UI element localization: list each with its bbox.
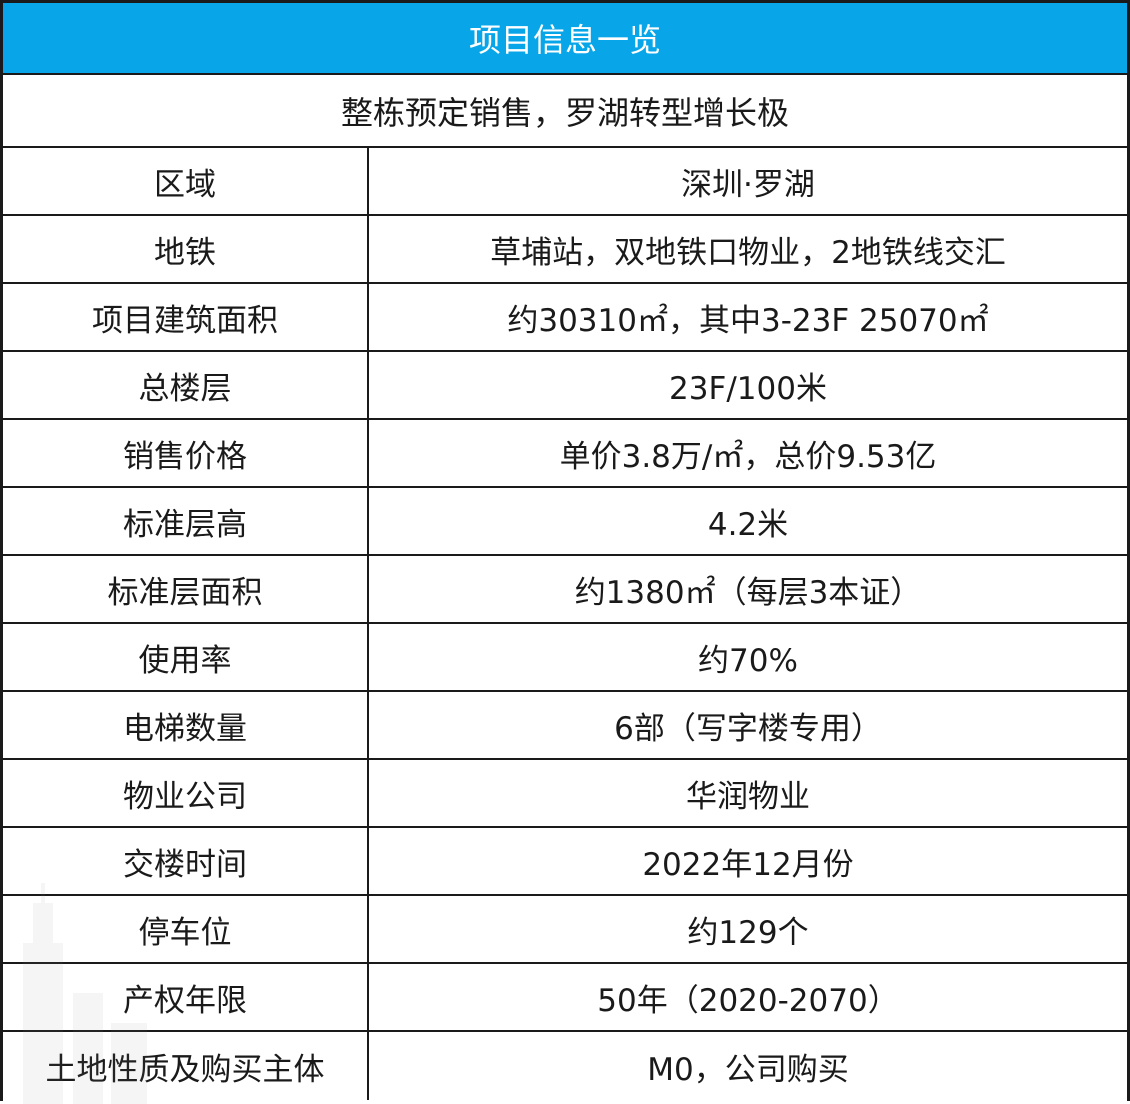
table-row: 销售价格 单价3.8万/㎡，总价9.53亿	[3, 420, 1127, 488]
row-label: 标准层高	[3, 488, 369, 554]
row-label: 总楼层	[3, 352, 369, 418]
row-label: 产权年限	[3, 964, 369, 1030]
row-label: 项目建筑面积	[3, 284, 369, 350]
row-value: 约1380㎡（每层3本证）	[574, 574, 922, 611]
row-label: 交楼时间	[3, 828, 369, 894]
table-row: 区域 深圳·罗湖	[3, 148, 1127, 216]
row-value: M0，公司购买	[647, 1051, 849, 1088]
row-value: 约70%	[698, 642, 798, 679]
row-label: 物业公司	[3, 760, 369, 826]
row-label: 地铁	[3, 216, 369, 282]
table-row: 停车位 约129个	[3, 896, 1127, 964]
row-value: 50年（2020-2070）	[597, 982, 899, 1019]
row-value: 2022年12月份	[642, 846, 854, 883]
row-value: 单价3.8万/㎡，总价9.53亿	[559, 438, 937, 475]
table-row: 交楼时间 2022年12月份	[3, 828, 1127, 896]
table-row: 总楼层 23F/100米	[3, 352, 1127, 420]
row-label: 停车位	[3, 896, 369, 962]
table-row: 标准层面积 约1380㎡（每层3本证）	[3, 556, 1127, 624]
table-body: 区域 深圳·罗湖 地铁 草埔站，双地铁口物业，2地铁线交汇 项目建筑面积 约30…	[3, 148, 1127, 1100]
row-label: 标准层面积	[3, 556, 369, 622]
row-label: 土地性质及购买主体	[3, 1032, 369, 1100]
table-row: 产权年限 50年（2020-2070）	[3, 964, 1127, 1032]
table-subtitle: 整栋预定销售，罗湖转型增长极	[3, 75, 1127, 148]
row-label: 电梯数量	[3, 692, 369, 758]
table-row: 项目建筑面积 约30310㎡，其中3-23F 25070㎡	[3, 284, 1127, 352]
table-row: 电梯数量 6部（写字楼专用）	[3, 692, 1127, 760]
row-value: 约30310㎡，其中3-23F 25070㎡	[507, 302, 989, 339]
row-value: 华润物业	[686, 778, 810, 815]
row-value: 约129个	[687, 914, 809, 951]
table-row: 使用率 约70%	[3, 624, 1127, 692]
row-value: 6部（写字楼专用）	[614, 710, 882, 747]
row-label: 使用率	[3, 624, 369, 690]
row-label: 区域	[3, 148, 369, 214]
table-row: 土地性质及购买主体 M0，公司购买	[3, 1032, 1127, 1100]
row-value: 23F/100米	[669, 370, 827, 407]
table-title: 项目信息一览	[3, 3, 1127, 75]
table-row: 标准层高 4.2米	[3, 488, 1127, 556]
row-value: 4.2米	[707, 506, 789, 543]
row-value: 深圳·罗湖	[681, 166, 815, 203]
table-row: 物业公司 华润物业	[3, 760, 1127, 828]
row-label: 销售价格	[3, 420, 369, 486]
row-value: 草埔站，双地铁口物业，2地铁线交汇	[490, 234, 1006, 271]
table-row: 地铁 草埔站，双地铁口物业，2地铁线交汇	[3, 216, 1127, 284]
